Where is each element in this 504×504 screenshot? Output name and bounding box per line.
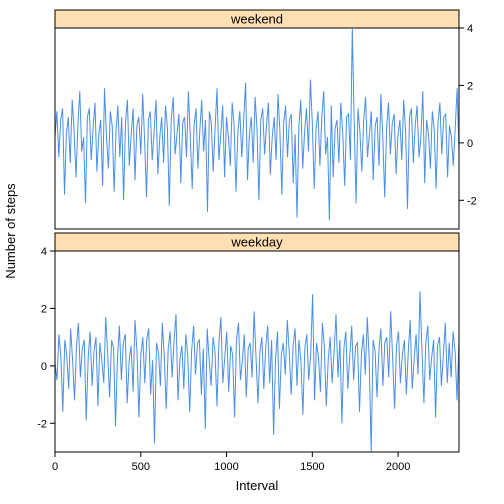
y-axis-label: Number of steps xyxy=(3,183,18,279)
panel-strip-label: weekend xyxy=(230,11,283,26)
x-tick-label: 1500 xyxy=(300,461,324,473)
chart-background xyxy=(0,0,504,504)
y-tick-label: 2 xyxy=(41,303,47,315)
chart-container: Number of steps weekend -2 0 2 4 weekday -2 0 2 4 0… xyxy=(0,0,504,504)
x-axis-label: Interval xyxy=(236,478,279,493)
y-tick-label: -2 xyxy=(467,195,477,207)
x-tick-label: 0 xyxy=(52,461,58,473)
x-tick-label: 2000 xyxy=(386,461,410,473)
y-tick-label: -2 xyxy=(37,418,47,430)
chart-svg: Number of steps weekend -2 0 2 4 weekday -2 0 2 4 0… xyxy=(0,0,504,504)
y-tick-label: 4 xyxy=(41,246,47,258)
y-tick-label: 0 xyxy=(467,138,473,150)
y-tick-label: 2 xyxy=(467,80,473,92)
x-tick-label: 500 xyxy=(132,461,150,473)
y-tick-label: 4 xyxy=(467,23,473,35)
y-tick-label: 0 xyxy=(41,361,47,373)
panel-strip-label: weekday xyxy=(230,234,283,249)
x-tick-label: 1000 xyxy=(214,461,238,473)
